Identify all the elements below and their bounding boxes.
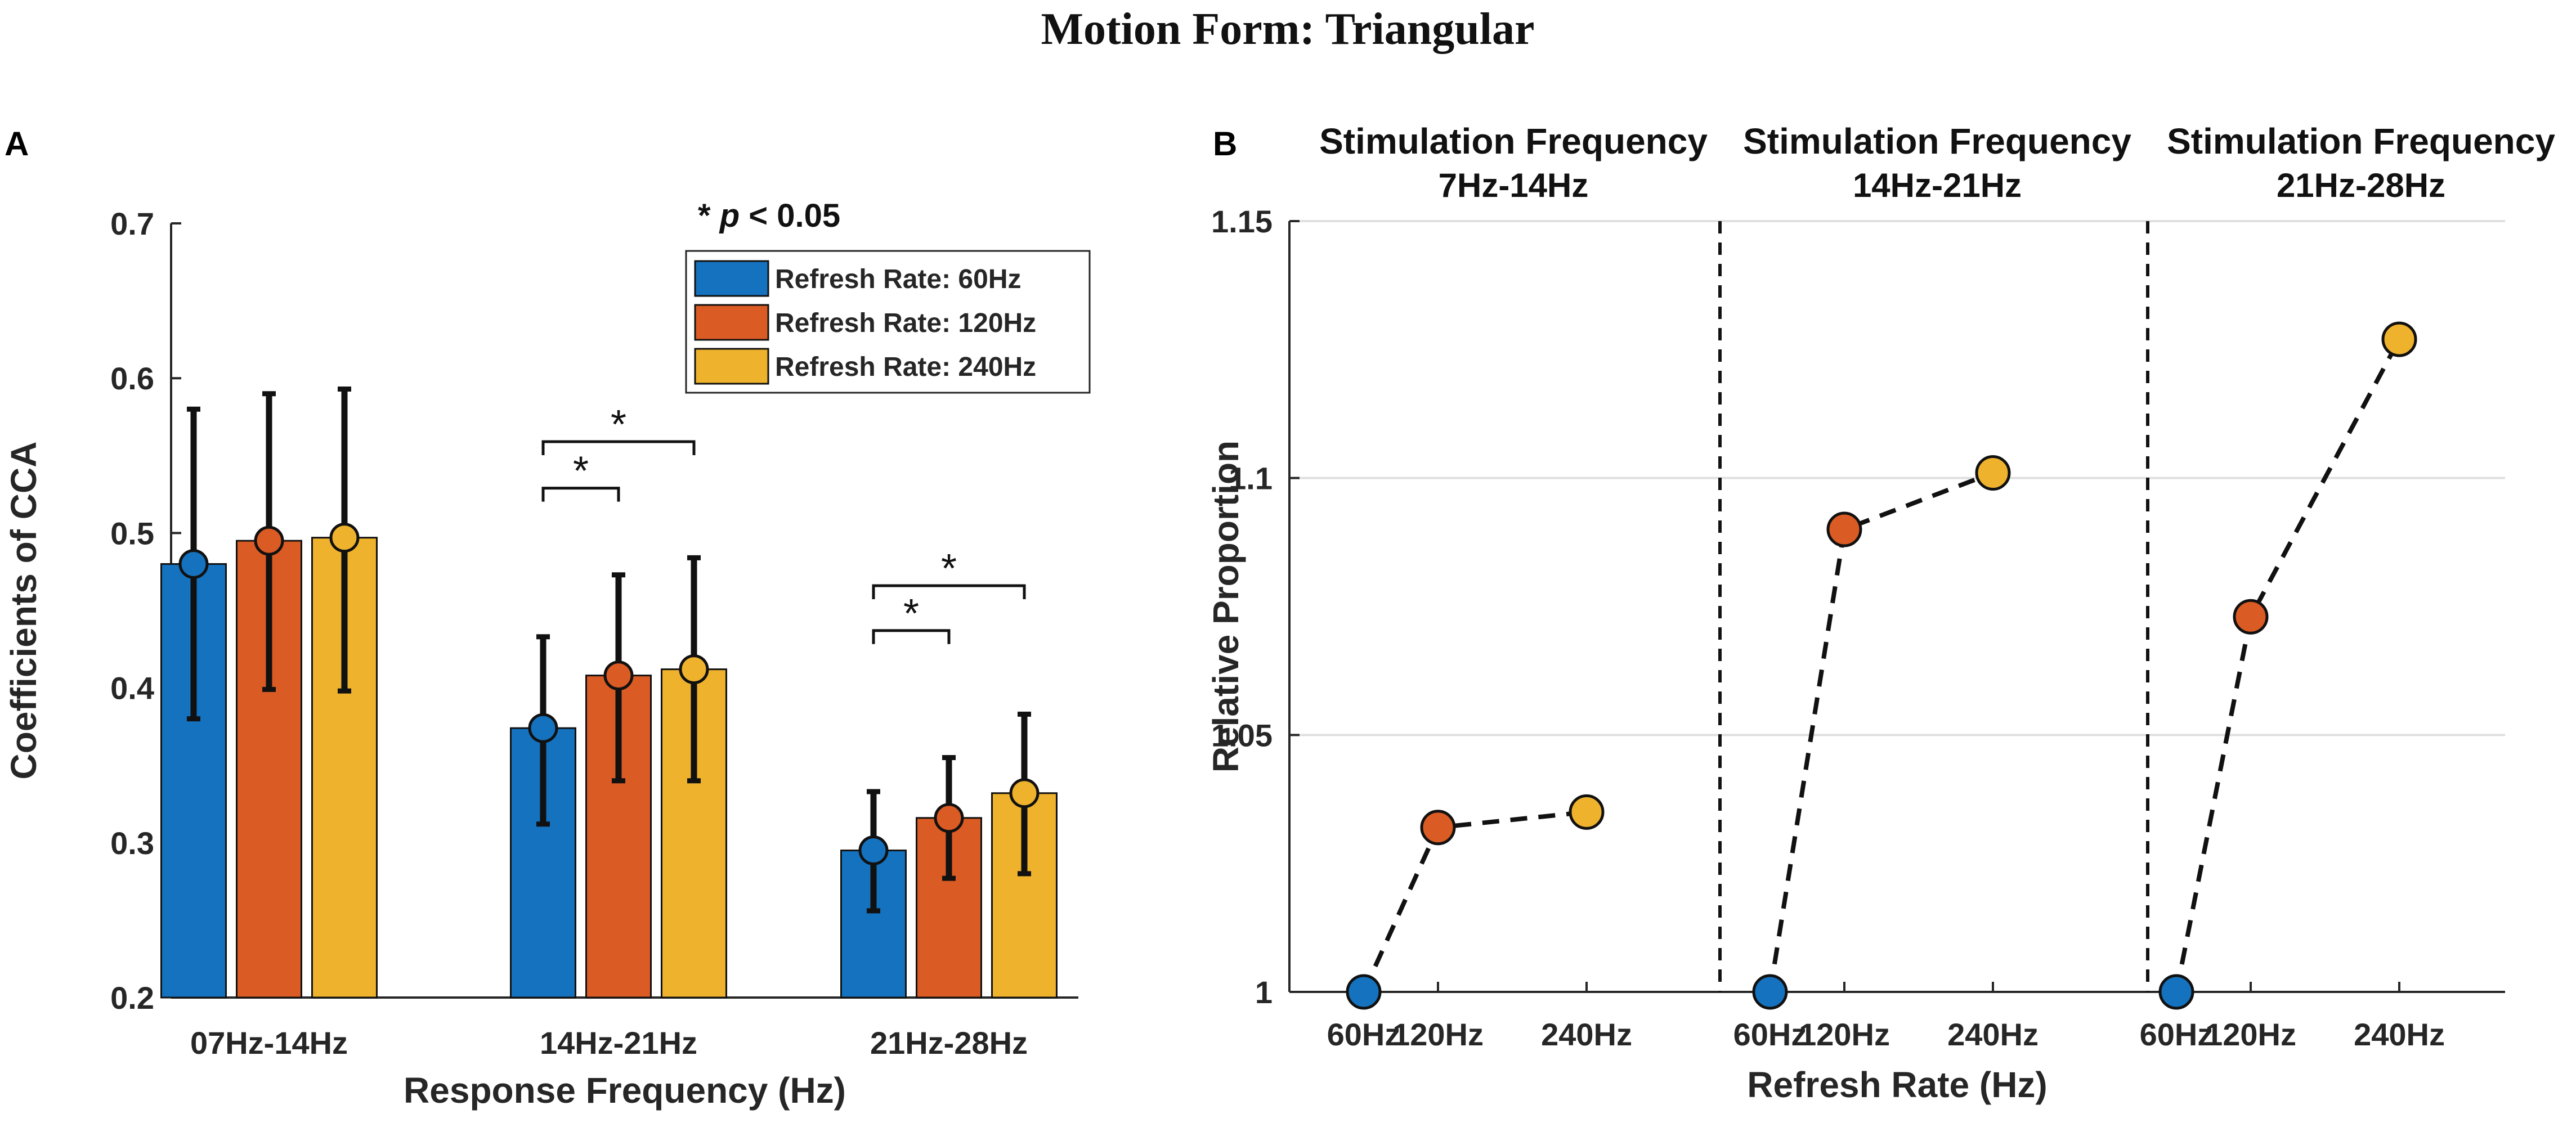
y-tick-label: 0.7 bbox=[110, 206, 154, 241]
data-point bbox=[2158, 974, 2194, 1010]
y-tick-label: 0.4 bbox=[110, 671, 154, 706]
significance-note: * p < 0.05 bbox=[698, 197, 840, 234]
x-tick-label: 120Hz bbox=[2205, 1017, 2296, 1052]
y-tick-label: 0.2 bbox=[110, 980, 154, 1016]
group-header-range: 14Hz-21Hz bbox=[1853, 167, 2022, 204]
data-point bbox=[1826, 511, 1862, 547]
x-axis-title: Response Frequency (Hz) bbox=[404, 1070, 846, 1111]
y-tick-label: 0.6 bbox=[110, 361, 154, 396]
mean-marker bbox=[1009, 778, 1040, 808]
chart-b: 1 1.05 1.1 1.15 Refresh Rate (Hz) Relative Pr… bbox=[1206, 121, 2555, 1105]
legend-swatch bbox=[694, 260, 769, 297]
series-line bbox=[2174, 338, 2402, 992]
y-tick-label: 1.15 bbox=[1211, 204, 1273, 239]
significance-bracket bbox=[541, 487, 620, 502]
chart-a: 0.2 0.3 0.4 0.5 0.6 0.7 07Hz-14Hz 14Hz-21Hz 21Hz… bbox=[3, 197, 1091, 1111]
significance-note-p: p bbox=[719, 197, 740, 234]
y-axis-title: Coefficients of CCA bbox=[3, 442, 44, 780]
legend-label: Refresh Rate: 60Hz bbox=[775, 264, 1021, 294]
x-tick-label: 240Hz bbox=[1947, 1017, 2039, 1052]
data-point bbox=[1752, 974, 1788, 1010]
significance-star: * bbox=[611, 402, 626, 447]
data-point bbox=[2233, 599, 2269, 635]
data-point bbox=[1975, 455, 2011, 491]
mean-marker bbox=[679, 654, 709, 685]
legend-label: Refresh Rate: 240Hz bbox=[775, 352, 1036, 382]
mean-marker bbox=[329, 523, 360, 553]
data-point bbox=[1569, 794, 1605, 830]
y-tick-label: 1.1 bbox=[1229, 461, 1273, 496]
y-tick-label: 0.5 bbox=[110, 515, 154, 551]
x-tick-label: 60Hz bbox=[2140, 1017, 2214, 1052]
x-tick-label: 60Hz bbox=[1327, 1017, 1401, 1052]
significance-bracket bbox=[872, 629, 951, 644]
significance-star: * bbox=[903, 591, 919, 636]
legend-label: Refresh Rate: 120Hz bbox=[775, 308, 1036, 338]
mean-marker bbox=[528, 713, 558, 743]
significance-note-prefix: * bbox=[698, 197, 720, 234]
mean-marker bbox=[178, 549, 209, 579]
significance-bracket bbox=[872, 584, 1026, 599]
legend-swatch bbox=[694, 304, 769, 341]
y-tick-label: 1.05 bbox=[1211, 717, 1273, 753]
panel-a-label: A bbox=[5, 125, 29, 163]
significance-bracket bbox=[541, 440, 696, 456]
data-point bbox=[1420, 810, 1456, 846]
y-axis-title: Relative Proportion bbox=[1206, 441, 1246, 772]
x-tick-label: 14Hz-21Hz bbox=[540, 1025, 697, 1061]
legend-swatch bbox=[694, 348, 769, 385]
mean-marker bbox=[858, 835, 889, 866]
series-line bbox=[1361, 810, 1587, 993]
mean-marker bbox=[934, 803, 964, 833]
significance-star: * bbox=[573, 449, 589, 494]
group-header-title: Stimulation Frequency bbox=[2167, 121, 2555, 161]
data-point bbox=[2381, 321, 2417, 357]
mean-marker bbox=[603, 661, 634, 691]
x-tick-label: 240Hz bbox=[1541, 1017, 1632, 1052]
significance-note-suffix: < 0.05 bbox=[740, 197, 840, 234]
x-tick-label: 07Hz-14Hz bbox=[190, 1025, 348, 1061]
x-tick-label: 120Hz bbox=[1799, 1017, 1890, 1052]
x-tick-label: 60Hz bbox=[1733, 1017, 1807, 1052]
y-tick-label: 0.3 bbox=[110, 825, 154, 861]
x-tick-label: 120Hz bbox=[1392, 1017, 1484, 1052]
group-header-range: 7Hz-14Hz bbox=[1439, 167, 1589, 204]
bar bbox=[236, 540, 302, 999]
y-tick-label: 1 bbox=[1255, 974, 1273, 1010]
mean-marker bbox=[254, 525, 284, 556]
significance-star: * bbox=[941, 546, 957, 591]
group-header-title: Stimulation Frequency bbox=[1743, 121, 2131, 161]
x-tick-label: 240Hz bbox=[2354, 1017, 2445, 1052]
data-point bbox=[1346, 974, 1382, 1010]
series-line bbox=[1768, 470, 1994, 992]
group-header-range: 21Hz-28Hz bbox=[2277, 167, 2445, 204]
group-header-title: Stimulation Frequency bbox=[1319, 121, 1708, 161]
x-tick-label: 21Hz-28Hz bbox=[870, 1025, 1028, 1061]
panel-b-label: B bbox=[1213, 125, 1237, 163]
figure-title: Motion Form: Triangular bbox=[1041, 5, 1535, 54]
x-axis-title: Refresh Rate (Hz) bbox=[1747, 1064, 2047, 1105]
